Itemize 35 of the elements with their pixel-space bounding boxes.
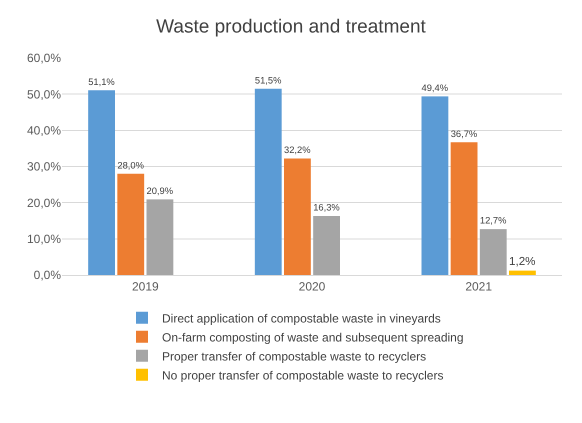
data-label: 1,2% bbox=[509, 254, 536, 268]
bar bbox=[509, 270, 536, 275]
bar bbox=[284, 158, 311, 275]
x-tick-label: 2021 bbox=[465, 279, 492, 294]
data-label: 28,0% bbox=[117, 160, 144, 170]
legend-label: Direct application of compostable waste in vineyards bbox=[162, 311, 441, 326]
bar bbox=[313, 216, 340, 275]
bar bbox=[146, 199, 174, 275]
bar bbox=[480, 229, 507, 275]
legend-label: Proper transfer of compostable waste to recyclers bbox=[162, 349, 426, 364]
x-tick-label: 2019 bbox=[132, 279, 159, 294]
legend-label: On-farm composting of waste and subsequent spreading bbox=[162, 330, 464, 344]
data-label: 51,5% bbox=[254, 75, 282, 86]
y-tick-label: 40,0% bbox=[26, 124, 62, 138]
bar bbox=[88, 90, 115, 275]
data-label: 36,7% bbox=[450, 128, 478, 139]
data-label: 12,7% bbox=[480, 216, 506, 226]
y-tick-label: 0,0% bbox=[34, 268, 62, 282]
data-label: 51,1% bbox=[88, 76, 115, 87]
legend-label: No proper transfer of compostable waste to recyclers bbox=[162, 368, 444, 382]
y-tick-label: 10,0% bbox=[26, 232, 62, 246]
y-tick-label: 60,0% bbox=[26, 51, 62, 66]
data-label: 16,3% bbox=[313, 202, 340, 213]
bar bbox=[422, 96, 448, 275]
bar bbox=[254, 88, 282, 275]
y-tick-label: 30,0% bbox=[26, 160, 62, 174]
data-label: 32,2% bbox=[284, 145, 311, 156]
x-tick-label: 2020 bbox=[298, 279, 326, 294]
data-label: 49,4% bbox=[422, 82, 448, 93]
data-label: 20,9% bbox=[146, 186, 174, 196]
y-tick-label: 50,0% bbox=[26, 87, 62, 102]
bar bbox=[117, 174, 144, 275]
bar bbox=[450, 142, 478, 275]
y-tick-label: 20,0% bbox=[26, 196, 62, 210]
chart-title: Waste production and treatment bbox=[156, 16, 427, 38]
